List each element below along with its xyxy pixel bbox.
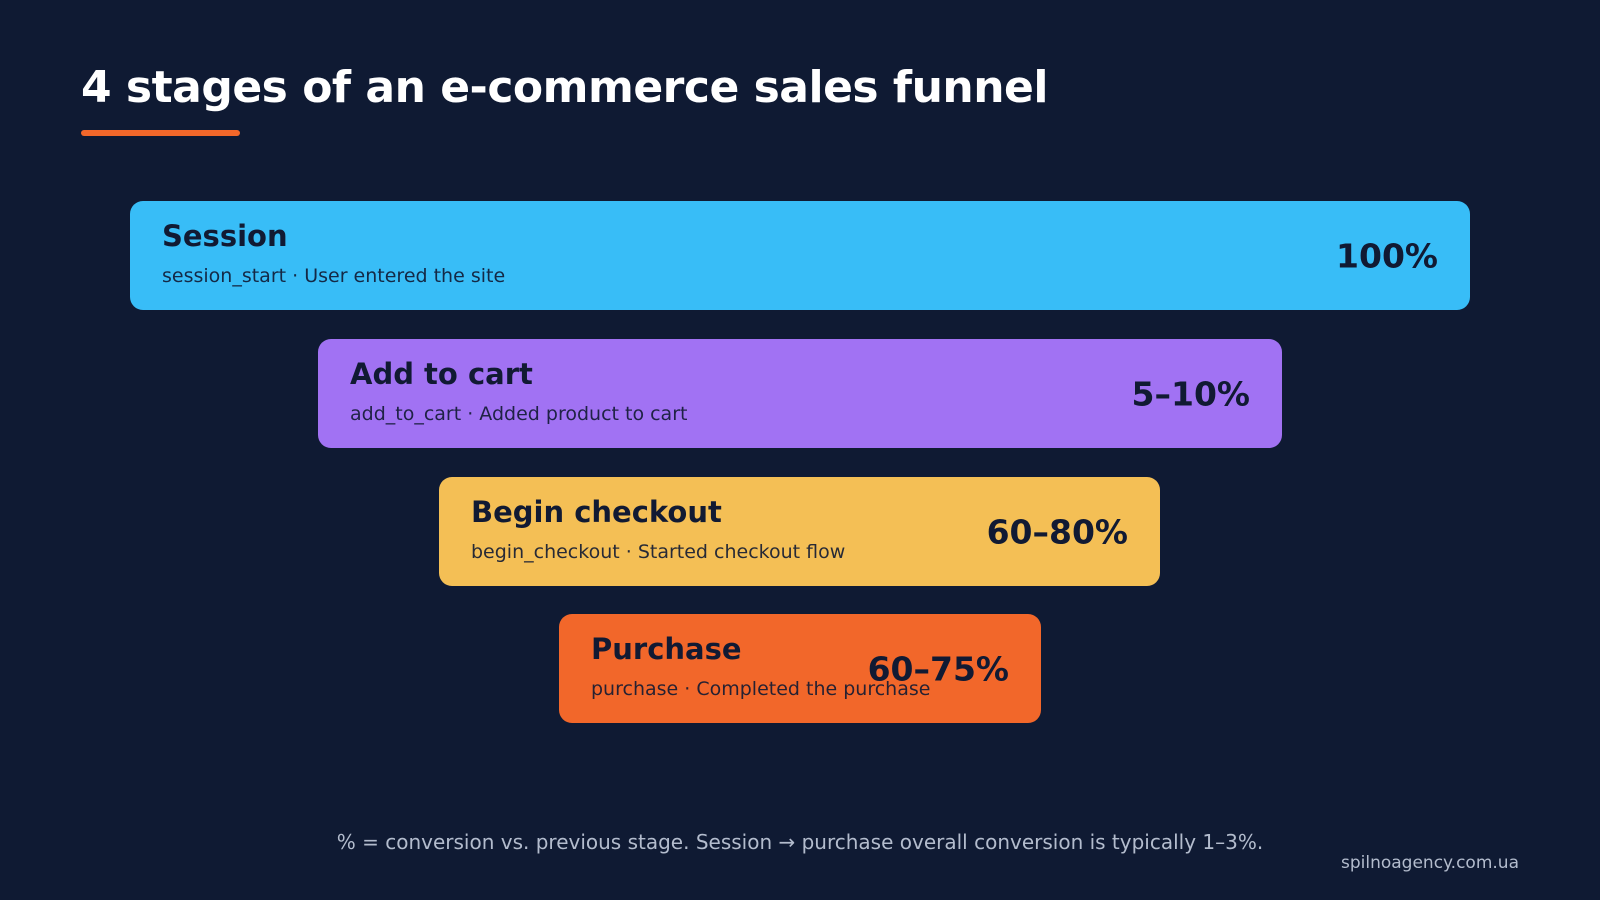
stage-name: Purchase [591, 632, 742, 666]
stage-detail: purchase · Completed the purchase [591, 678, 931, 700]
stage-rate: 60–80% [986, 512, 1128, 551]
stage-detail: add_to_cart · Added product to cart [350, 403, 688, 425]
funnel-stage: Add to cart add_to_cart · Added product … [318, 339, 1282, 448]
stage-detail: begin_checkout · Started checkout flow [471, 541, 846, 563]
footnote: % = conversion vs. previous stage. Sessi… [336, 830, 1264, 854]
stage-rate: 100% [1336, 236, 1438, 275]
stage-name: Begin checkout [471, 495, 722, 529]
funnel-stage: Session session_start · User entered the… [130, 201, 1470, 310]
title: 4 stages of an e-commerce sales funnel [81, 62, 1048, 113]
stage-name: Add to cart [350, 357, 533, 391]
stage-rate: 60–75% [867, 649, 1009, 688]
funnel-stage: Begin checkout begin_checkout · Started … [439, 477, 1160, 586]
brand: spilnoagency.com.ua [1340, 853, 1519, 873]
title-underline [81, 130, 240, 136]
funnel-stage: Purchase purchase · Completed the purcha… [559, 614, 1041, 723]
stage-name: Session [162, 219, 288, 253]
stage-detail: session_start · User entered the site [162, 265, 506, 287]
stage-rate: 5–10% [1131, 374, 1250, 413]
